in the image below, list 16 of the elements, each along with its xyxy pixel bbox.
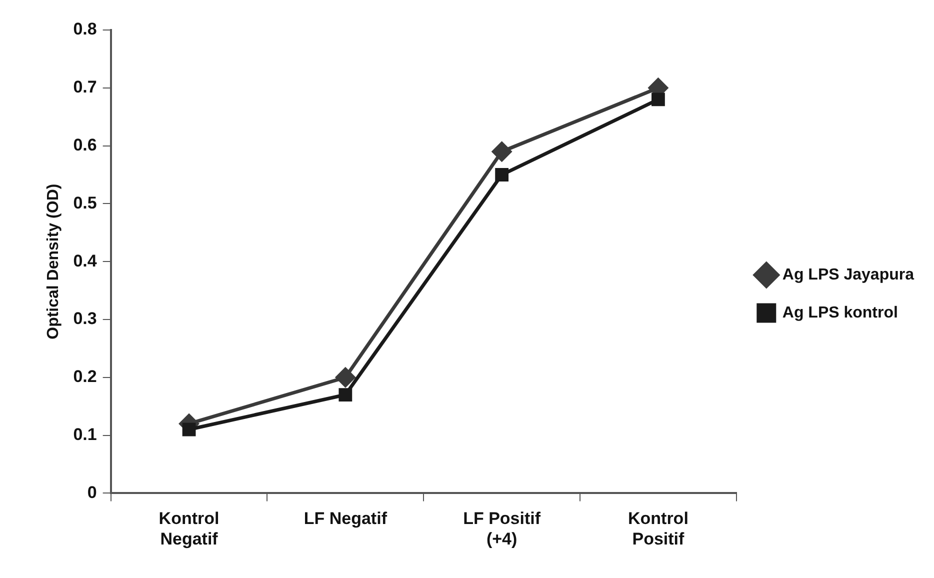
y-tick-label: 0.2: [73, 367, 97, 386]
y-tick-label: 0.7: [73, 78, 97, 97]
y-tick-label: 0.1: [73, 424, 97, 444]
y-tick-label: 0.5: [73, 193, 97, 212]
y-tick-label: 0.8: [73, 20, 97, 39]
x-tick-label: Kontrol Negatif: [158, 509, 220, 548]
y-tick-label: 0: [87, 482, 97, 502]
y-axis-title: Optical Density (OD): [45, 184, 62, 340]
x-tick-label: Kontrol Positif: [628, 509, 688, 548]
x-tick-label: LF Positif (+4): [463, 509, 541, 548]
legend-label: Ag LPS Jayapura: [782, 266, 914, 284]
y-tick-label: 0.4: [73, 251, 98, 270]
y-tick-label: 0.3: [73, 309, 97, 328]
y-tick-label: 0.6: [73, 135, 97, 154]
x-tick-label: LF Negatif: [304, 509, 388, 528]
legend-label: Ag LPS kontrol: [782, 304, 898, 322]
